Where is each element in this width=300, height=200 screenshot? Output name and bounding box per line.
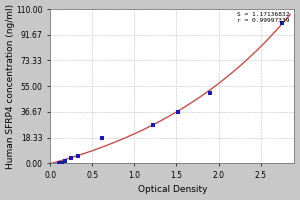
Point xyxy=(208,92,213,95)
Text: S = 1.17136832
r = 0.99997339: S = 1.17136832 r = 0.99997339 xyxy=(237,12,290,23)
Point xyxy=(59,162,64,165)
Point xyxy=(76,154,80,157)
Point xyxy=(63,159,68,162)
Point xyxy=(176,110,181,113)
Point xyxy=(279,21,284,25)
Y-axis label: Human SFRP4 concentration (ng/ml): Human SFRP4 concentration (ng/ml) xyxy=(6,4,15,169)
Point xyxy=(100,136,105,139)
Point xyxy=(56,162,61,165)
X-axis label: Optical Density: Optical Density xyxy=(137,185,207,194)
Point xyxy=(69,157,74,160)
Point xyxy=(151,123,155,126)
